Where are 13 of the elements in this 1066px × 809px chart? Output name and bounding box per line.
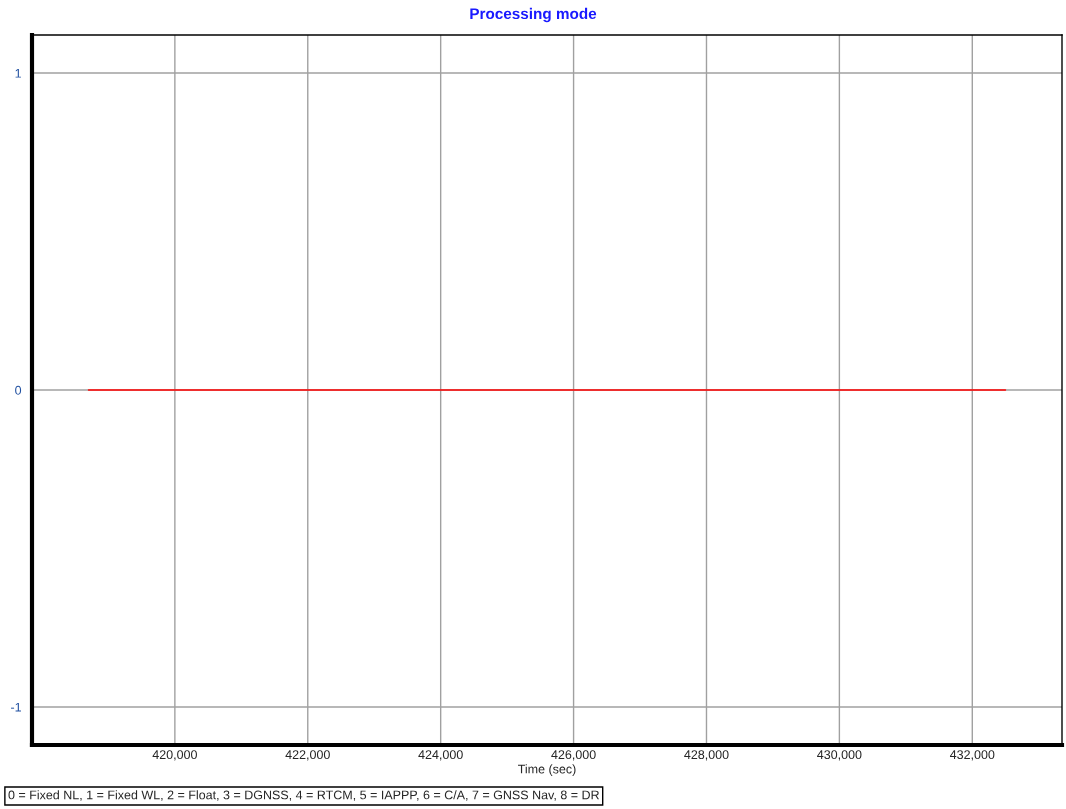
x-tick-label: 420,000 [152,750,197,761]
x-tick-label: 432,000 [949,750,995,761]
x-tick-label: 426,000 [551,750,596,761]
x-axis-title: Time (sec) [518,764,576,776]
y-tick-label: 0 [15,385,22,395]
y-tick-label: -1 [11,702,21,712]
chart-title: Processing mode [470,7,597,23]
y-tick-label: 1 [15,68,21,78]
x-tick-label: 428,000 [684,750,729,761]
x-tick-label: 424,000 [418,750,463,761]
text: 0 = Fixed NL, 1 = Fixed WL, 2 = Float, 3 = DGNSS, 4 = RTCM, 5 = IAPPP, 6 = C/A, 7 = GNSS Nav, 8 = DR [8,790,600,801]
x-tick-label: 430,000 [817,750,862,761]
x-tick-label: 422,000 [285,750,330,761]
